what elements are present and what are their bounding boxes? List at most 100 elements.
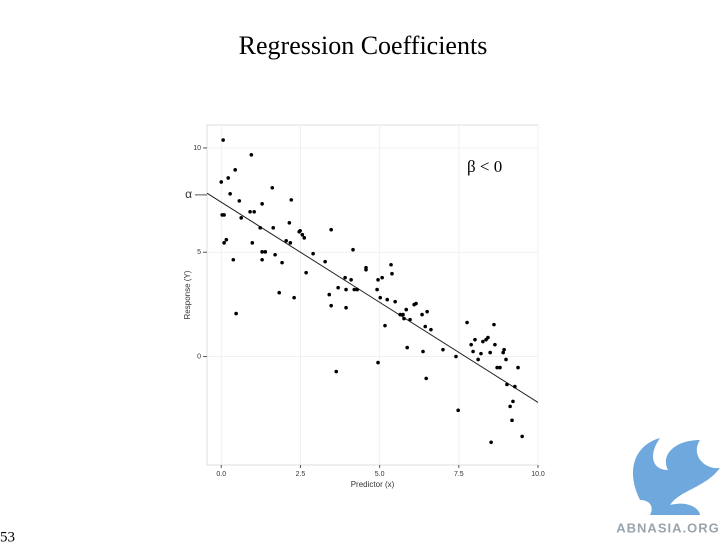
slide-title: Regression Coefficients xyxy=(239,31,488,60)
point xyxy=(355,287,359,292)
point xyxy=(376,360,380,365)
point xyxy=(492,322,496,327)
point xyxy=(258,226,263,230)
point xyxy=(287,221,292,225)
point xyxy=(221,138,225,142)
point xyxy=(476,357,480,362)
point xyxy=(429,327,433,332)
point xyxy=(401,312,405,317)
point xyxy=(304,270,308,275)
point xyxy=(302,236,307,240)
point xyxy=(520,434,524,439)
point xyxy=(327,292,332,297)
point xyxy=(248,209,252,214)
point xyxy=(479,351,483,356)
point xyxy=(270,185,275,190)
point xyxy=(263,250,268,254)
y-tick-label: 5 xyxy=(197,249,201,256)
point xyxy=(228,192,232,196)
point xyxy=(389,262,393,267)
point xyxy=(502,347,506,352)
point xyxy=(385,297,390,302)
point xyxy=(489,440,493,445)
point xyxy=(504,357,508,362)
logo: ABNASIA.ORG xyxy=(616,438,720,535)
point xyxy=(280,260,284,265)
point xyxy=(219,180,224,184)
y-tick-label: 0 xyxy=(197,353,201,360)
point xyxy=(505,382,509,387)
point xyxy=(329,303,333,308)
y-axis-label: Response (Y) xyxy=(183,270,192,319)
point xyxy=(273,252,277,257)
point xyxy=(250,241,255,245)
point xyxy=(375,287,379,292)
point xyxy=(378,295,383,300)
point xyxy=(465,320,469,325)
point xyxy=(481,339,485,344)
x-tick-label: 5.0 xyxy=(375,471,385,478)
point xyxy=(343,275,347,280)
y-tick-label: 10 xyxy=(193,145,201,152)
point xyxy=(501,350,505,355)
point xyxy=(516,365,520,370)
point xyxy=(222,213,226,217)
point xyxy=(349,277,353,282)
regression-line xyxy=(206,192,539,403)
point xyxy=(425,309,429,314)
point xyxy=(495,365,499,370)
point xyxy=(469,342,473,347)
point xyxy=(423,324,428,329)
point xyxy=(224,237,229,242)
point xyxy=(488,350,492,355)
point xyxy=(234,311,238,316)
point xyxy=(456,408,460,413)
point xyxy=(486,335,490,340)
point xyxy=(329,227,333,232)
point xyxy=(277,290,282,295)
annotation: β < 0 xyxy=(467,157,502,176)
point xyxy=(510,418,514,423)
y-tick-label: α xyxy=(185,187,192,201)
point xyxy=(380,275,384,280)
point xyxy=(311,251,315,256)
point xyxy=(421,349,425,354)
point xyxy=(414,301,418,306)
point xyxy=(471,349,475,354)
point xyxy=(284,238,288,243)
point xyxy=(237,199,242,203)
x-tick-label: 7.5 xyxy=(454,471,464,478)
point xyxy=(441,347,445,352)
point xyxy=(260,202,264,206)
point xyxy=(298,228,302,233)
x-axis-label: Predictor (x) xyxy=(351,480,395,489)
point xyxy=(233,168,237,172)
point xyxy=(271,226,276,230)
point xyxy=(300,232,305,237)
point xyxy=(508,404,512,409)
watermark: ABNASIA.ORG xyxy=(616,520,719,535)
plot: 0.0 2.5 5.0 7.5 10.0 0 5 α 10 Predictor (x) Respon… xyxy=(183,125,545,489)
point xyxy=(420,312,424,317)
point xyxy=(260,250,264,254)
point xyxy=(292,295,296,300)
point xyxy=(376,277,380,282)
point xyxy=(344,287,348,292)
point xyxy=(336,285,340,290)
point xyxy=(383,323,387,328)
point xyxy=(473,337,477,342)
point xyxy=(249,153,254,157)
point xyxy=(405,345,409,350)
point xyxy=(344,305,348,310)
x-tick-label: 10.0 xyxy=(531,471,545,478)
point xyxy=(222,241,226,245)
point xyxy=(513,384,517,389)
x-tick-label: 0.0 xyxy=(216,471,226,478)
point xyxy=(498,365,502,370)
point xyxy=(226,176,231,180)
logo-shape xyxy=(632,438,720,515)
point xyxy=(260,257,264,262)
point xyxy=(352,287,357,292)
x-tick-label: 2.5 xyxy=(296,471,306,478)
